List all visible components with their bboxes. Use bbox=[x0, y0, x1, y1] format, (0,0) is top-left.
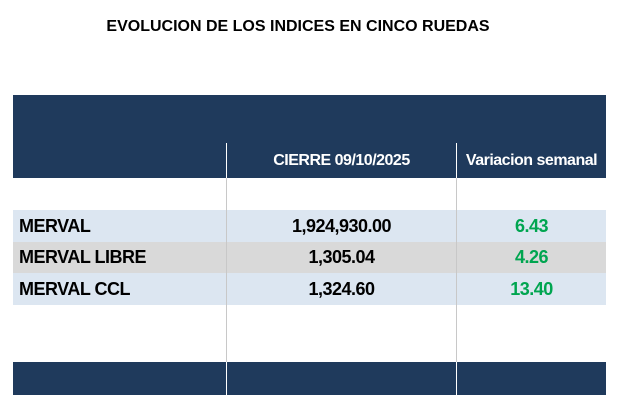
cell bbox=[226, 362, 456, 395]
cell bbox=[456, 362, 606, 395]
row-label: MERVAL LIBRE bbox=[19, 247, 147, 267]
row-label: MERVAL bbox=[19, 215, 91, 236]
weekly-change: 6.43 bbox=[456, 210, 606, 242]
weekly-change: 4.26 bbox=[456, 242, 606, 273]
weekly-change: 13.40 bbox=[456, 273, 606, 305]
column-header: Variacion semanal bbox=[456, 143, 606, 178]
page-title: EVOLUCION DE LOS INDICES EN CINCO RUEDAS bbox=[106, 18, 490, 35]
row bbox=[13, 210, 606, 242]
bottom-band bbox=[13, 362, 606, 395]
top-band bbox=[13, 95, 606, 143]
row bbox=[13, 242, 606, 273]
close-value: 1,305.04 bbox=[226, 242, 456, 273]
blank-row bbox=[13, 305, 606, 362]
close-value: 1,324.60 bbox=[226, 273, 456, 305]
cell bbox=[226, 178, 456, 210]
row-label: MERVAL CCL bbox=[19, 278, 131, 299]
blank-row bbox=[13, 178, 606, 210]
column-header: CIERRE 09/10/2025 bbox=[226, 143, 456, 178]
row bbox=[13, 273, 606, 305]
cell bbox=[456, 305, 606, 362]
cell bbox=[456, 178, 606, 210]
cell bbox=[226, 305, 456, 362]
close-value: 1,924,930.00 bbox=[226, 210, 456, 242]
header-row bbox=[13, 143, 606, 178]
